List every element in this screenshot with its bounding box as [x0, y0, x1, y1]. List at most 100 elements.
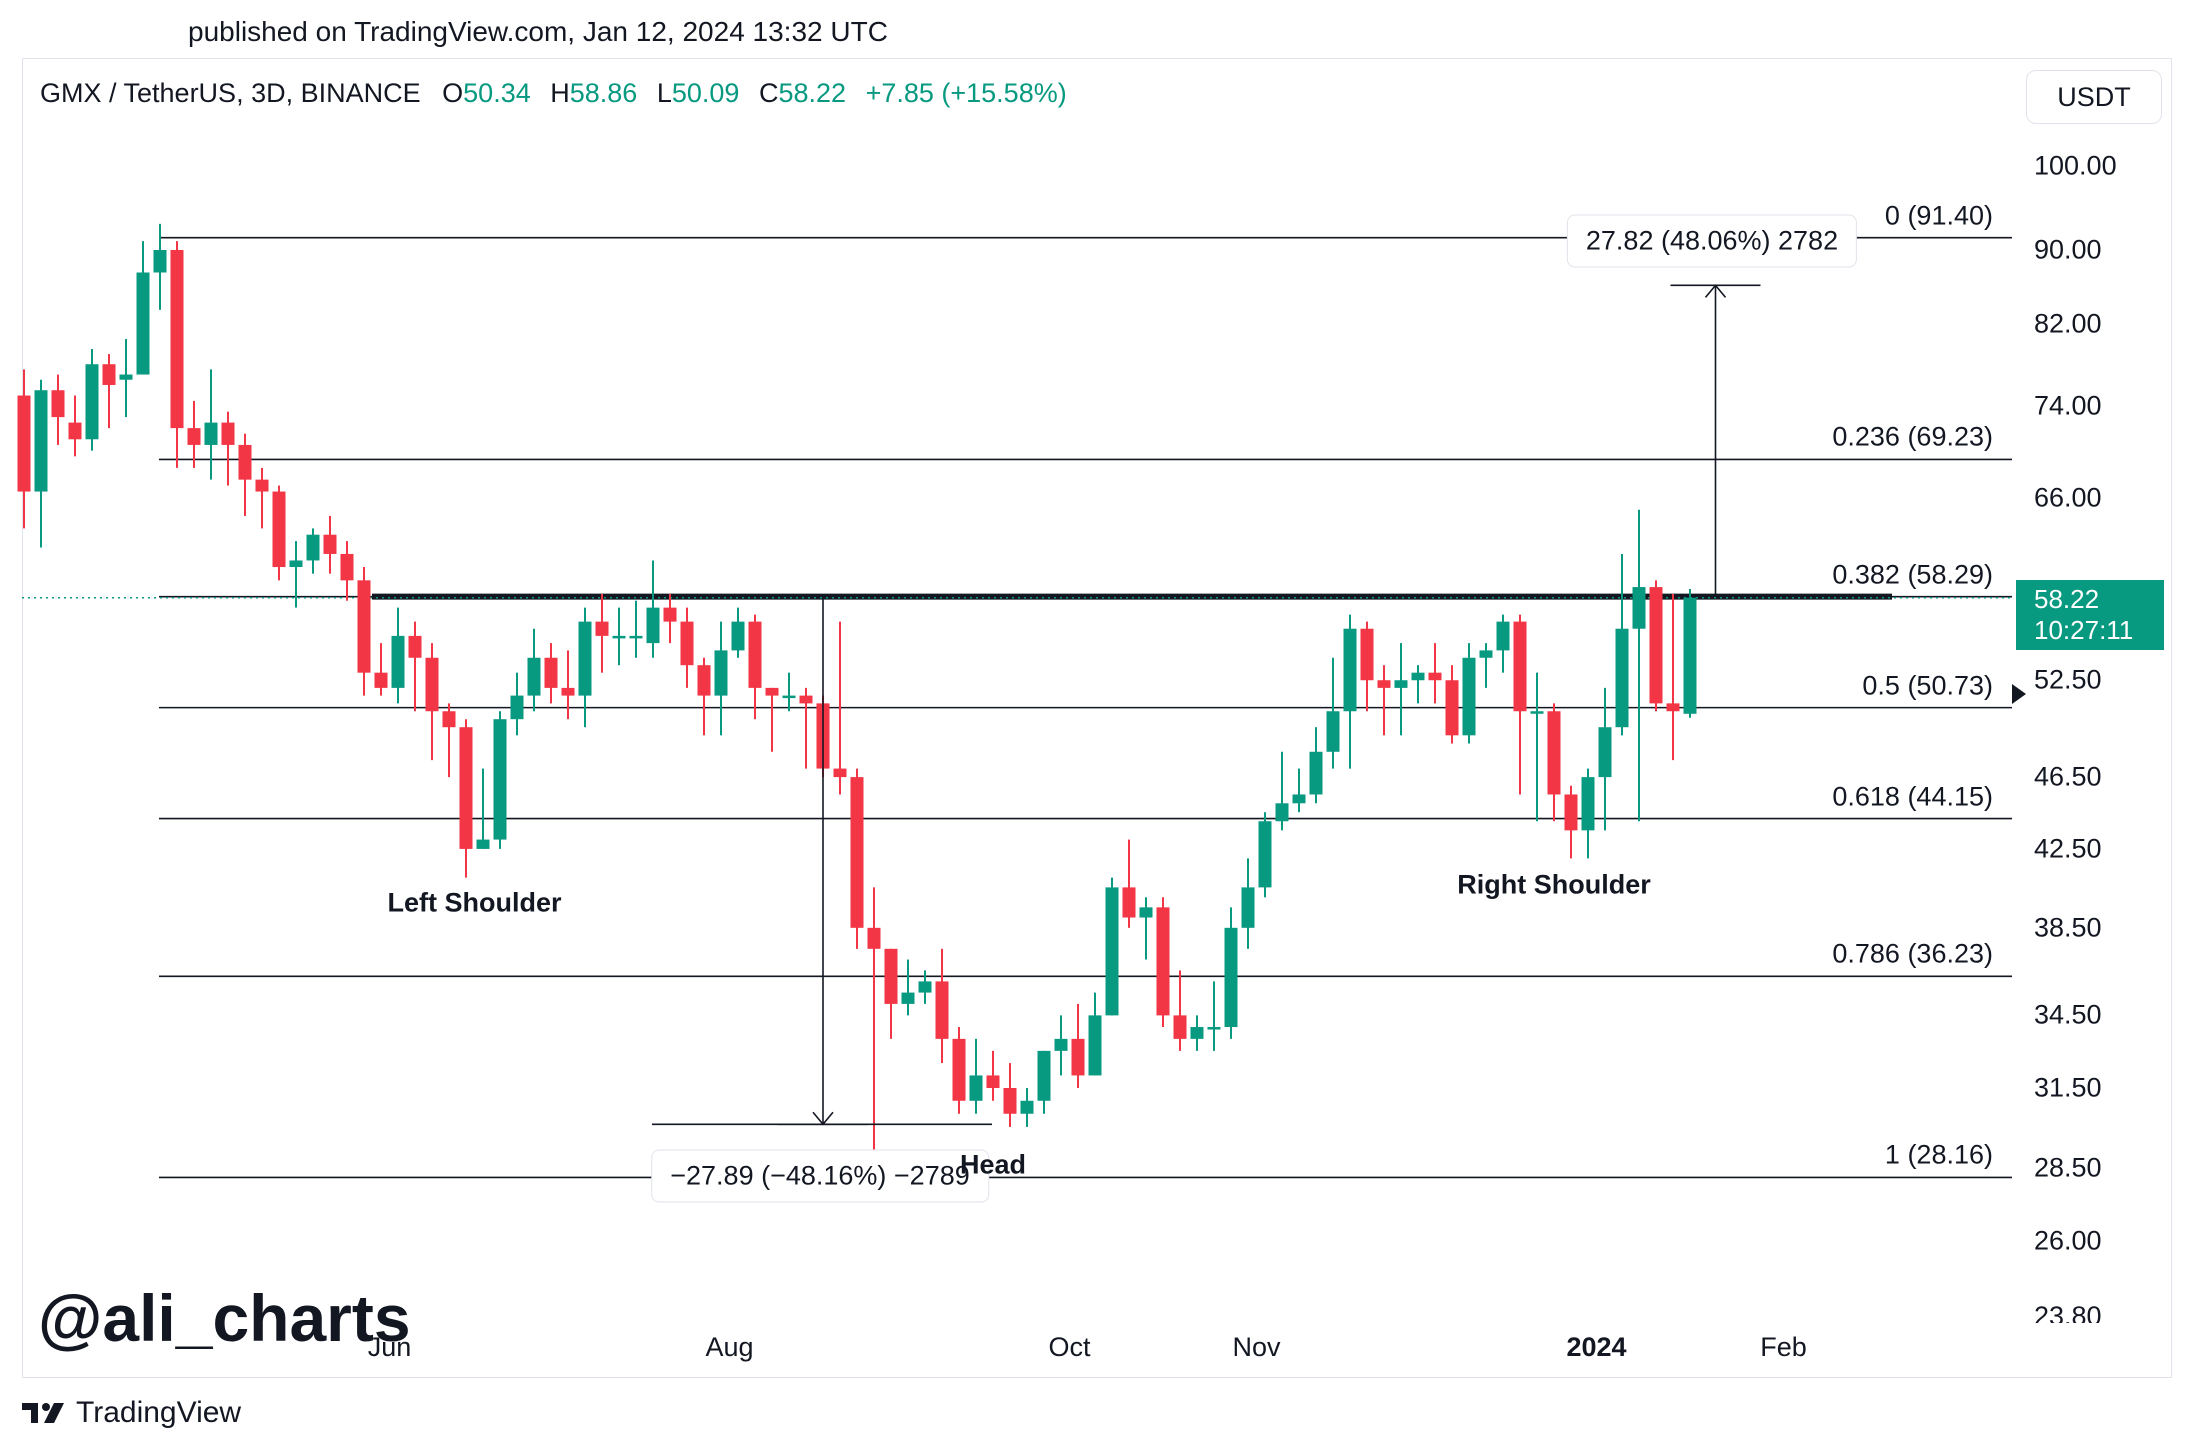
candle-body	[1105, 887, 1119, 1016]
candle-body	[187, 428, 201, 445]
candle-body	[884, 948, 898, 1004]
fib-level-label: 0.382 (58.29)	[1832, 559, 1993, 590]
candle-body	[1445, 680, 1459, 736]
currency-unit-button[interactable]: USDT	[2026, 70, 2162, 124]
tradingview-wordmark: TradingView	[76, 1396, 242, 1429]
candle-body	[680, 621, 694, 666]
candle-body	[1632, 587, 1646, 629]
high-value: 58.86	[569, 78, 638, 108]
candle-body	[1394, 680, 1408, 688]
candle-body	[323, 534, 337, 554]
candle-body	[442, 711, 456, 728]
y-tick-label: 31.50	[2034, 1072, 2102, 1103]
last-price: 58.22	[2034, 584, 2100, 614]
fib-level-label: 0.786 (36.23)	[1832, 938, 1993, 969]
candle-body	[170, 250, 184, 429]
candle-body	[1326, 711, 1340, 752]
candle-body	[765, 687, 779, 696]
candle-body	[1513, 621, 1527, 712]
candle-body	[1581, 777, 1595, 831]
y-tick-label: 100.00	[2034, 150, 2117, 181]
candle-body	[1428, 672, 1442, 681]
tradingview-brand[interactable]: TradingView	[22, 1396, 241, 1430]
y-tick-label: 66.00	[2034, 482, 2102, 513]
candle-body	[1139, 907, 1153, 918]
candle-body	[1530, 711, 1544, 714]
candle-body	[1275, 803, 1289, 822]
candle-body	[1054, 1038, 1068, 1051]
measure-label[interactable]: −27.89 (−48.16%) −2789	[651, 1149, 989, 1203]
candle-body	[1020, 1100, 1034, 1114]
low-label: L	[656, 78, 672, 108]
candle-body	[1088, 1015, 1102, 1076]
candle-body	[748, 621, 762, 688]
chart-frame	[22, 58, 2172, 1378]
candle-body	[1377, 680, 1391, 688]
candle-body	[952, 1038, 966, 1101]
close-label: C	[758, 78, 779, 108]
candle-body	[238, 444, 252, 480]
symbol-legend[interactable]: GMX / TetherUS, 3D, BINANCE O50.34 H58.8…	[40, 78, 1071, 109]
candle-body	[1037, 1050, 1051, 1101]
candle-body	[391, 635, 405, 688]
candle-body	[612, 635, 626, 639]
candle-body	[629, 635, 643, 639]
candle-body	[918, 981, 932, 993]
candle-body	[357, 580, 371, 673]
candle-body	[901, 992, 915, 1004]
candle-body	[697, 665, 711, 696]
candle-body	[255, 479, 269, 492]
candle-body	[1683, 597, 1697, 714]
candle-body	[289, 560, 303, 568]
y-tick-label: 42.50	[2034, 833, 2102, 864]
candle-body	[799, 695, 813, 704]
y-tick-label: 82.00	[2034, 308, 2102, 339]
candle-body	[731, 621, 745, 651]
candle-body	[986, 1075, 1000, 1088]
candle-body	[1598, 727, 1612, 778]
candle-body	[1190, 1027, 1204, 1039]
y-tick-label: 26.00	[2034, 1225, 2102, 1256]
candle-body	[1615, 628, 1629, 728]
bar-countdown: 10:27:11	[2034, 615, 2134, 645]
y-tick-label: 38.50	[2034, 912, 2102, 943]
candle-body	[544, 657, 558, 688]
candle-body	[476, 839, 490, 849]
candle-body	[578, 621, 592, 696]
candle-body	[1003, 1088, 1017, 1114]
candle-body	[969, 1075, 983, 1101]
candle-body	[1156, 907, 1170, 1016]
y-tick-label: 28.50	[2034, 1152, 2102, 1183]
close-value: 58.22	[778, 78, 847, 108]
candle-body	[527, 657, 541, 696]
open-value: 50.34	[463, 78, 531, 108]
symbol-name: GMX / TetherUS, 3D, BINANCE	[40, 78, 421, 108]
candle-body	[663, 607, 677, 622]
fib-level-label: 0.236 (69.23)	[1832, 421, 1993, 452]
candle-body	[306, 534, 320, 561]
measure-label[interactable]: 27.82 (48.06%) 2782	[1566, 214, 1858, 268]
candle-body	[782, 695, 796, 699]
candle-body	[493, 719, 507, 840]
pattern-annotation: Head	[959, 1149, 1027, 1180]
candle-body	[153, 250, 167, 273]
x-tick-label: Jun	[367, 1332, 412, 1362]
candle-body	[374, 672, 388, 688]
y-tick-label: 23.80	[2034, 1301, 2102, 1323]
candle-body	[1122, 887, 1136, 918]
fib-level-label: 0 (91.40)	[1884, 200, 1993, 231]
candle-body	[935, 981, 949, 1039]
low-value: 50.09	[671, 78, 740, 108]
candle-body	[102, 364, 116, 385]
candle-body	[1411, 672, 1425, 681]
candle-body	[1071, 1038, 1085, 1076]
candle-body	[1258, 821, 1272, 888]
candle-body	[17, 395, 31, 492]
x-tick-label: 2024	[1566, 1332, 1627, 1362]
y-tick-label: 46.50	[2034, 761, 2102, 792]
candle-body	[340, 553, 354, 581]
pattern-annotation: Right Shoulder	[1457, 869, 1651, 900]
candle-body	[1207, 1027, 1221, 1030]
candle-body	[1173, 1015, 1187, 1039]
